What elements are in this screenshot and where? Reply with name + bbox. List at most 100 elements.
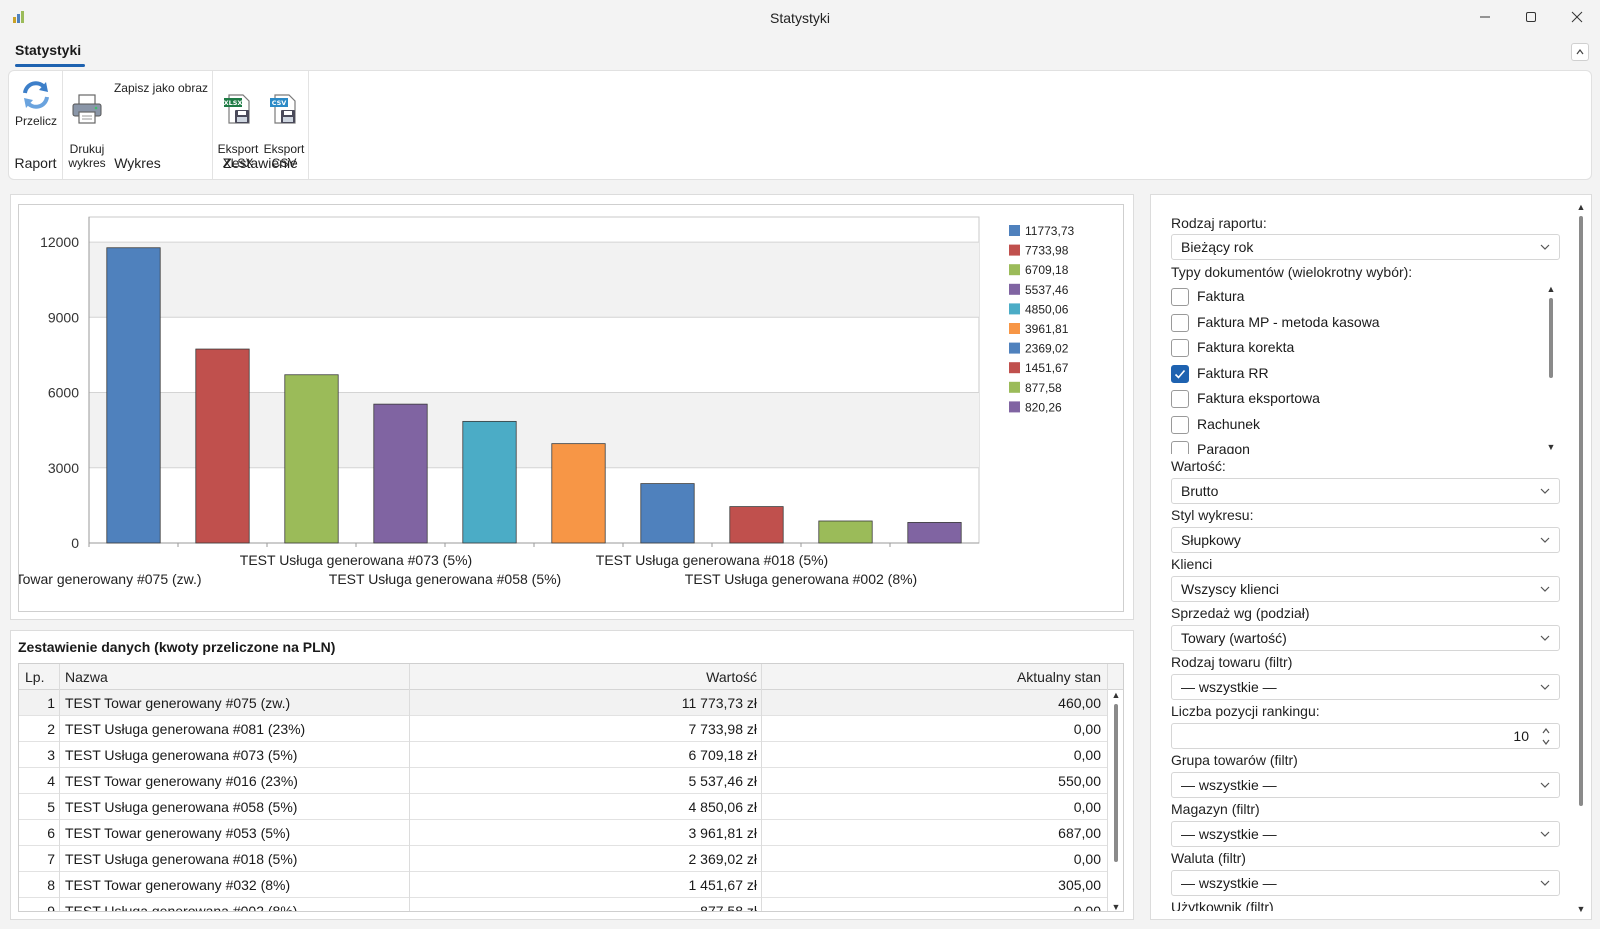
sales-by-label: Sprzedaż wg (podział): [1171, 605, 1310, 621]
drukuj-wykres-label: Drukuj wykres: [68, 142, 106, 170]
title-bar: Statystyki: [0, 0, 1600, 36]
bar: [373, 403, 428, 544]
checkbox-unchecked[interactable]: [1171, 339, 1189, 357]
legend-label: 820,26: [1025, 400, 1062, 414]
chevron-down-icon: [1540, 684, 1550, 690]
maximize-button[interactable]: [1508, 0, 1554, 34]
cell-aktualny-stan: 0,00: [1073, 851, 1101, 867]
table-row[interactable]: 6 TEST Towar generowany #053 (5%) 3 961,81…: [19, 820, 1107, 846]
doc-type-label: Faktura MP - metoda kasowa: [1197, 313, 1380, 330]
doc-type-label: Faktura korekta: [1197, 339, 1295, 355]
doc-type-checkbox[interactable]: Faktura MP - metoda kasowa: [1171, 310, 1531, 336]
legend-label: 7733,98: [1025, 244, 1069, 258]
chevron-down-icon: [1540, 488, 1550, 494]
scroll-down-icon[interactable]: ▼: [1111, 902, 1121, 912]
table-row[interactable]: 8 TEST Towar generowany #032 (8%) 1 451,67…: [19, 872, 1107, 898]
user-label: Użytkownik (filtr): [1171, 899, 1274, 911]
tab-active-indicator: [15, 64, 85, 67]
ranking-count-spinner[interactable]: 10: [1171, 723, 1560, 749]
tab-statystyki[interactable]: Statystyki: [15, 42, 82, 58]
minimize-button[interactable]: [1462, 0, 1508, 34]
ribbon-tabbar: Statystyki: [0, 36, 1600, 70]
table-row[interactable]: 5 TEST Usługa generowana #058 (5%) 4 850,0…: [19, 794, 1107, 820]
scroll-down-icon[interactable]: ▼: [1576, 904, 1586, 914]
checkbox-unchecked[interactable]: [1171, 441, 1189, 454]
currency-select[interactable]: — wszystkie —: [1171, 870, 1560, 896]
drukuj-wykres-button[interactable]: Drukuj wykres: [65, 79, 109, 170]
doc-type-checkbox[interactable]: Rachunek: [1171, 412, 1531, 438]
scroll-up-icon[interactable]: ▲: [1576, 202, 1586, 212]
table-row[interactable]: 9 TEST Usługa generowana #002 (8%) 877,58 …: [19, 898, 1107, 912]
doc-type-label: Rachunek: [1197, 415, 1261, 432]
close-button[interactable]: [1554, 0, 1600, 34]
eksport-xlsx-button[interactable]: XLSX Eksport XLSX: [215, 79, 261, 170]
product-group-select[interactable]: — wszystkie —: [1171, 772, 1560, 798]
clients-select[interactable]: Wszyscy klienci: [1171, 576, 1560, 602]
column-header-nazwa[interactable]: Nazwa: [65, 669, 108, 685]
zapisz-jako-obraz-button[interactable]: Zapisz jako obraz: [111, 81, 211, 95]
table-row[interactable]: 1 TEST Towar generowany #075 (zw.) 11 773,…: [19, 690, 1107, 716]
value-select[interactable]: Brutto: [1171, 478, 1560, 504]
chart-style-select[interactable]: Słupkowy: [1171, 527, 1560, 553]
warehouse-select[interactable]: — wszystkie —: [1171, 821, 1560, 847]
legend-swatch: [1009, 381, 1020, 393]
table-title: Zestawienie danych (kwoty przeliczone na…: [18, 639, 336, 655]
checkbox-unchecked[interactable]: [1171, 390, 1189, 408]
scroll-up-icon[interactable]: ▲: [1546, 284, 1556, 294]
report-type-select[interactable]: Bieżący rok: [1171, 234, 1560, 260]
chevron-down-icon: [1540, 244, 1550, 250]
scroll-thumb[interactable]: [1114, 704, 1118, 862]
eksport-csv-button[interactable]: CSV Eksport CSV: [261, 79, 307, 170]
scroll-thumb[interactable]: [1549, 298, 1553, 378]
checkbox-checked[interactable]: [1171, 364, 1189, 383]
legend-label: 877,58: [1025, 381, 1062, 395]
sales-by-select[interactable]: Towary (wartość): [1171, 625, 1560, 651]
legend-swatch: [1009, 225, 1020, 236]
ribbon-collapse-button[interactable]: [1571, 43, 1589, 61]
cell-aktualny-stan: 460,00: [1058, 695, 1101, 711]
xlsx-file-icon: XLSX: [224, 94, 250, 124]
product-kind-select[interactable]: — wszystkie —: [1171, 674, 1560, 700]
grid-header: Lp. Nazwa Wartość Aktualny stan: [19, 664, 1123, 690]
csv-file-icon: CSV: [270, 94, 296, 124]
checkbox-unchecked[interactable]: [1171, 313, 1189, 332]
legend-label: 4850,06: [1025, 302, 1069, 316]
doc-type-checkbox[interactable]: Faktura korekta: [1171, 335, 1531, 361]
chevron-up-icon[interactable]: [1541, 726, 1551, 736]
legend-swatch: [1009, 323, 1020, 334]
legend-label: 2369,02: [1025, 342, 1069, 356]
table-row[interactable]: 4 TEST Towar generowany #016 (23%) 5 537,4…: [19, 768, 1107, 794]
chevron-down-icon[interactable]: [1541, 737, 1551, 747]
column-header-aktualny-stan[interactable]: Aktualny stan: [1016, 669, 1101, 685]
checklist-scrollbar[interactable]: ▲ ▼: [1544, 284, 1558, 454]
data-grid: Lp. Nazwa Wartość Aktualny stan 1 TEST To…: [18, 663, 1124, 912]
legend-swatch: [1009, 283, 1020, 295]
y-tick-label: 3000: [48, 460, 79, 476]
cell-lp: 9: [47, 903, 55, 912]
table-row[interactable]: 2 TEST Usługa generowana #081 (23%) 7 733,…: [19, 716, 1107, 742]
bar-chart: 0 3000 6000 9000 12000 TEST Towar generowany …: [0, 216, 1074, 587]
legend-label: 1451,67: [1025, 361, 1069, 375]
doc-type-checkbox[interactable]: Faktura: [1171, 284, 1531, 310]
table-row[interactable]: 3 TEST Usługa generowana #073 (5%) 6 709,1…: [19, 742, 1107, 768]
checkbox-unchecked[interactable]: [1171, 415, 1189, 434]
bar: [462, 420, 517, 544]
svg-text:XLSX: XLSX: [224, 99, 243, 107]
cell-wartosc: 877,58 zł: [700, 903, 757, 912]
doc-type-checkbox[interactable]: Faktura RR: [1171, 361, 1531, 387]
scroll-down-icon[interactable]: ▼: [1546, 442, 1556, 452]
column-header-wartosc[interactable]: Wartość: [706, 669, 757, 685]
grid-scrollbar[interactable]: ▲ ▼: [1109, 690, 1123, 912]
table-row[interactable]: 7 TEST Usługa generowana #018 (5%) 2 369,0…: [19, 846, 1107, 872]
cell-aktualny-stan: 0,00: [1073, 747, 1101, 763]
scroll-up-icon[interactable]: ▲: [1111, 690, 1121, 700]
przelicz-button[interactable]: Przelicz: [13, 79, 59, 128]
doc-type-checkbox[interactable]: Paragon: [1171, 437, 1531, 454]
cell-wartosc: 11 773,73 zł: [681, 695, 757, 711]
cell-aktualny-stan: 305,00: [1058, 877, 1101, 893]
checkbox-unchecked[interactable]: [1171, 288, 1189, 306]
filter-panel-scrollbar[interactable]: ▲ ▼: [1574, 202, 1588, 914]
scroll-thumb[interactable]: [1579, 216, 1583, 806]
column-header-lp[interactable]: Lp.: [25, 669, 45, 685]
doc-type-checkbox[interactable]: Faktura eksportowa: [1171, 386, 1531, 412]
